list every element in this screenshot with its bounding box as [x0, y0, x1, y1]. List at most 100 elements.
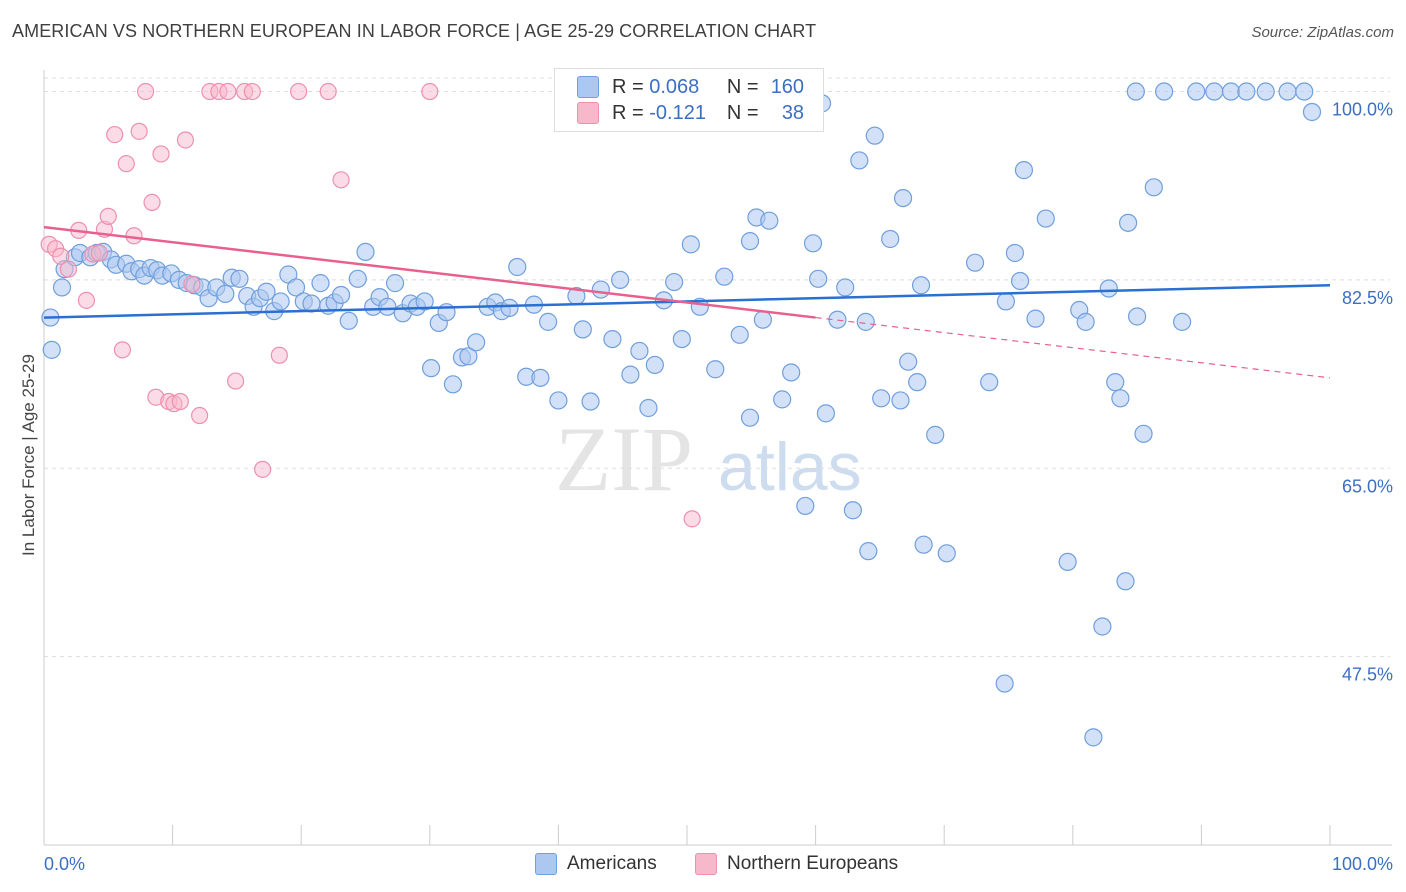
- legend-n-value-northern-europeans: 38: [781, 101, 805, 124]
- axes: [43, 70, 1392, 846]
- americans-point: [257, 282, 276, 301]
- americans-point: [1134, 424, 1153, 443]
- americans-point: [645, 355, 664, 375]
- americans-point: [881, 229, 900, 249]
- americans-point: [230, 269, 249, 288]
- northern-europeans-point: [290, 82, 308, 101]
- northern-europeans-point: [152, 145, 170, 163]
- americans-legend-swatch: [535, 853, 557, 875]
- americans-point: [1084, 728, 1103, 747]
- americans-point: [621, 365, 640, 384]
- y-tick-label: 65.0%: [1342, 476, 1393, 496]
- americans-point: [459, 347, 478, 366]
- americans-point: [672, 329, 691, 349]
- americans-point: [1111, 389, 1130, 408]
- americans-point: [760, 211, 779, 230]
- legend-n-label: N =: [726, 75, 759, 98]
- americans-point: [42, 340, 61, 359]
- northern-europeans-point: [77, 291, 96, 309]
- americans-point: [740, 408, 760, 427]
- americans-point: [1010, 271, 1030, 291]
- zipatlas-watermark: ZIP atlas: [555, 408, 862, 510]
- americans-point: [1036, 209, 1055, 228]
- americans-point: [980, 373, 999, 392]
- americans-point: [508, 257, 527, 277]
- americans-point: [872, 389, 891, 408]
- americans-point: [1173, 312, 1192, 331]
- americans-point: [865, 126, 884, 145]
- americans-point: [773, 390, 792, 409]
- americans-point: [740, 232, 760, 251]
- legend-r-label: R =: [612, 75, 644, 98]
- americans-point: [1155, 82, 1174, 101]
- northern-europeans-point: [319, 82, 337, 101]
- americans-point: [836, 278, 855, 297]
- americans-point: [1144, 178, 1163, 197]
- northern-europeans-point: [332, 171, 350, 189]
- americans-point: [706, 360, 725, 379]
- americans-point: [639, 398, 658, 418]
- americans-point: [859, 542, 878, 561]
- americans-point: [531, 368, 550, 387]
- americans-point: [1076, 312, 1095, 331]
- legend-n-value-americans: 160: [770, 75, 805, 98]
- americans-point: [995, 674, 1014, 693]
- americans-point: [1256, 82, 1275, 101]
- trend-lines: [43, 225, 1331, 379]
- americans-point: [803, 234, 823, 253]
- source-label: Source: ZipAtlas.com: [1251, 24, 1394, 41]
- americans-point: [753, 310, 772, 329]
- americans-point: [573, 320, 592, 339]
- y-tick-label: 100.0%: [1332, 100, 1393, 120]
- northern-europeans-point: [143, 193, 161, 211]
- americans-point: [1302, 102, 1322, 122]
- northern-europeans-point: [171, 392, 189, 411]
- watermark-atlas: atlas: [718, 429, 862, 505]
- americans-point: [356, 242, 375, 262]
- northern-europeans-point: [421, 82, 439, 101]
- stats-legend: R = 0.068 N = 160 R = -0.121 N = 38: [554, 68, 824, 132]
- northern-europeans-trend-extension: [815, 316, 1331, 379]
- northern-europeans-point: [176, 131, 195, 149]
- americans-point: [1126, 82, 1145, 101]
- bottom-legend-americans: Americans: [535, 852, 657, 876]
- americans-point: [549, 391, 568, 410]
- chart-title: AMERICAN VS NORTHERN EUROPEAN IN LABOR F…: [12, 21, 817, 41]
- americans-point: [843, 501, 862, 520]
- americans-point: [908, 373, 927, 392]
- x-tick-label-max: 100.0%: [1332, 854, 1393, 874]
- y-tick-label: 47.5%: [1342, 665, 1393, 685]
- americans-point: [271, 292, 290, 311]
- americans-point: [1278, 82, 1297, 101]
- americans-point: [1014, 161, 1034, 180]
- northern-europeans-point: [243, 82, 261, 101]
- americans-point: [782, 363, 801, 382]
- americans-point: [216, 284, 235, 303]
- watermark-zip: ZIP: [555, 408, 693, 510]
- americans-point: [581, 392, 600, 411]
- northern-europeans-point: [183, 275, 201, 293]
- northern-europeans-point: [59, 260, 78, 278]
- americans-point: [715, 267, 734, 286]
- americans-point: [466, 333, 486, 352]
- americans-point: [630, 341, 649, 361]
- americans-point: [893, 188, 913, 208]
- americans-point: [500, 298, 519, 317]
- americans-point: [891, 391, 910, 410]
- americans-point: [1093, 617, 1112, 636]
- americans-point: [286, 278, 306, 297]
- northern-europeans-swatch: [577, 102, 599, 124]
- americans-point: [591, 280, 610, 299]
- northern-europeans-legend-swatch: [695, 853, 717, 875]
- legend-r-value-americans: 0.068: [649, 75, 700, 98]
- northern-europeans-point: [99, 207, 117, 225]
- legend-row-americans: R = 0.068 N = 160: [577, 74, 804, 100]
- americans-point: [378, 297, 397, 316]
- americans-point: [665, 272, 684, 292]
- americans-point: [1099, 279, 1118, 298]
- americans-point: [1116, 572, 1135, 591]
- americans-point: [1187, 82, 1206, 101]
- x-tick-label-min: 0.0%: [44, 854, 85, 874]
- bottom-legend-northern-europeans: Northern Europeans: [695, 852, 898, 876]
